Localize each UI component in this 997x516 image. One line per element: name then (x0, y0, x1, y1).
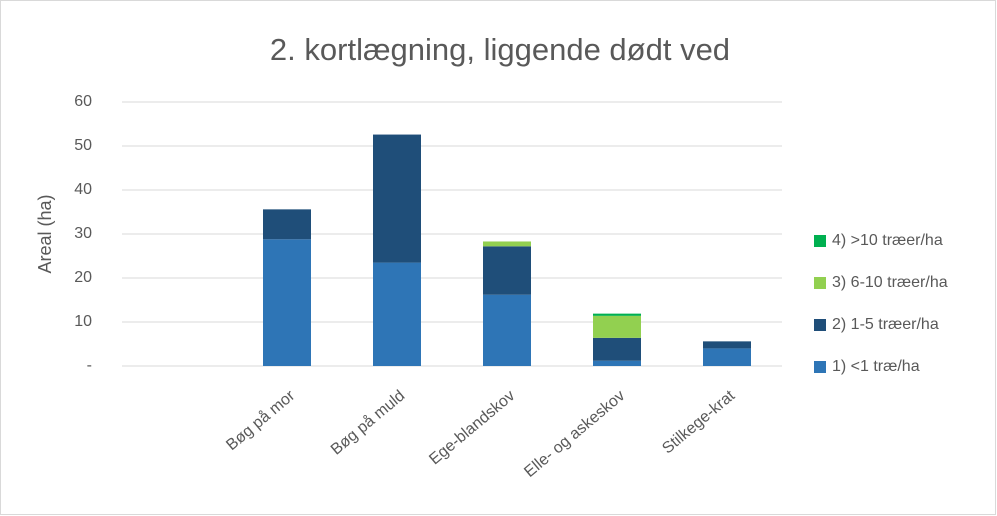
legend-label: 1) <1 træ/ha (832, 358, 920, 375)
y-tick-label: 50 (74, 137, 92, 154)
bar-segment (263, 239, 311, 366)
bar-segment (593, 315, 641, 338)
y-tick-label: 60 (74, 93, 92, 110)
bar-segment (483, 241, 531, 247)
legend-swatch (814, 319, 826, 331)
bar-segment (703, 341, 751, 349)
legend-swatch (814, 235, 826, 247)
y-tick-label: 40 (74, 181, 92, 198)
legend-label: 3) 6-10 træer/ha (832, 274, 948, 291)
legend-label: 4) >10 træer/ha (832, 232, 943, 249)
legend-swatch (814, 361, 826, 373)
legend-swatch (814, 277, 826, 289)
y-tick-label: 30 (74, 225, 92, 242)
y-tick-label: - (87, 357, 92, 374)
bar-segment (703, 348, 751, 366)
y-axis-label: Areal (ha) (35, 194, 55, 273)
bar-segment (593, 337, 641, 361)
y-tick-label: 10 (74, 313, 92, 330)
bar-segment (593, 313, 641, 316)
chart-title: 2. kortlægning, liggende dødt ved (270, 32, 730, 67)
y-tick-label: 20 (74, 269, 92, 286)
legend-label: 2) 1-5 træer/ha (832, 316, 939, 333)
bar-segment (483, 246, 531, 295)
bar-segment (483, 294, 531, 366)
bar-segment (373, 134, 421, 263)
bar-segment (373, 262, 421, 366)
bar-segment (593, 360, 641, 366)
bar-segment (263, 209, 311, 240)
